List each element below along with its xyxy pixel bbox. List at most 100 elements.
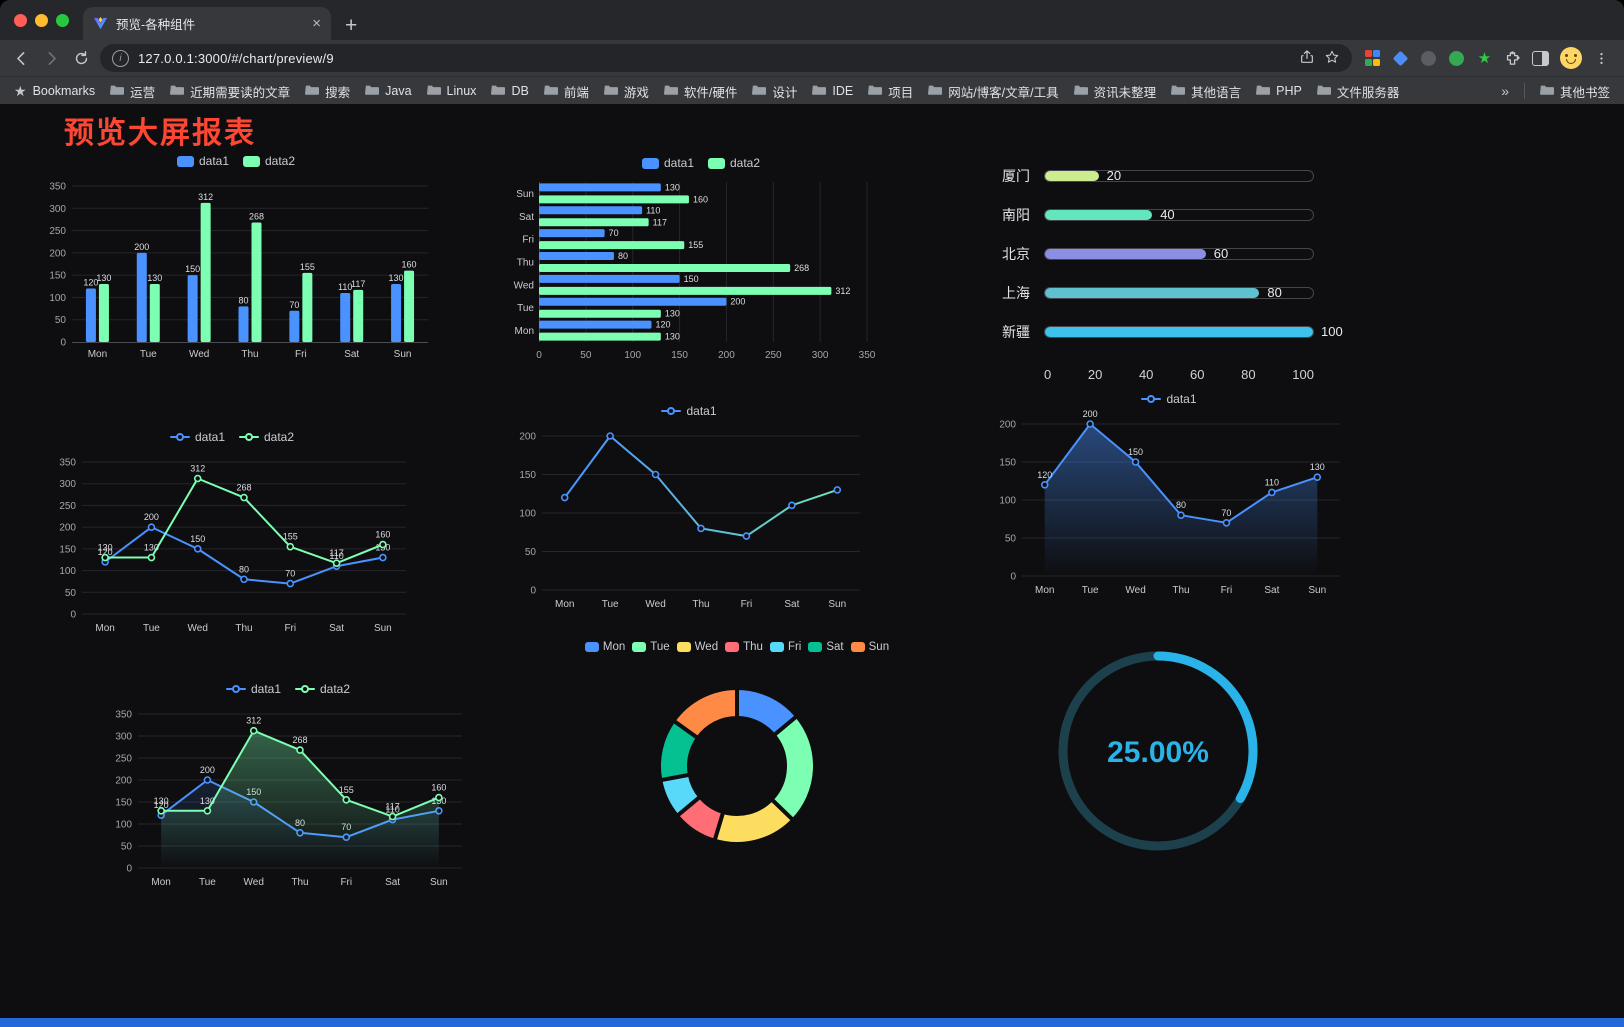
extensions-puzzle-icon[interactable] <box>1504 50 1521 67</box>
legend-item-data1[interactable]: data1 <box>225 682 281 696</box>
progress-label: 厦门 <box>1002 167 1030 184</box>
svg-text:70: 70 <box>285 569 295 579</box>
bookmark-folder-item[interactable]: PHP <box>1256 84 1302 98</box>
svg-text:300: 300 <box>49 204 66 215</box>
legend-item-data2[interactable]: data2 <box>239 430 294 444</box>
gradient-line-chart[interactable]: data1 0 50 100 150 200 Mon Tue Wed Thu Fri Sat Sun <box>506 400 872 612</box>
bookmark-folder-item[interactable]: 其他语言 <box>1171 82 1241 101</box>
legend-item-data1[interactable]: data1 <box>169 430 225 444</box>
minimize-window-button[interactable] <box>35 13 48 27</box>
bookmark-folder-item[interactable]: Linux <box>426 84 476 98</box>
profile-avatar[interactable] <box>1560 47 1582 69</box>
multi-line-chart[interactable]: data1 data2 0 50 100 150 200 250 300 350 Mon Tue Wed… <box>46 426 418 636</box>
window-controls <box>0 13 83 27</box>
legend-item-data2[interactable]: data2 <box>295 682 350 696</box>
legend-item-data1[interactable]: data1 <box>176 154 229 168</box>
side-panel-icon[interactable] <box>1532 50 1549 67</box>
legend-item-data1[interactable]: data1 <box>1141 392 1197 406</box>
extension-green-icon[interactable] <box>1448 50 1465 67</box>
bookmark-folder-item[interactable]: 网站/博客/文章/工具 <box>928 82 1059 101</box>
svg-text:150: 150 <box>185 264 200 274</box>
svg-text:155: 155 <box>339 785 354 795</box>
legend-item-Wed[interactable]: Wed <box>676 641 719 653</box>
forward-icon[interactable] <box>40 47 62 69</box>
progress-row: 新疆 100 <box>1002 312 1352 351</box>
legend-item-Sun[interactable]: Sun <box>850 641 889 653</box>
url-text[interactable]: 127.0.0.1:3000/#/chart/preview/9 <box>138 50 334 66</box>
progress-label: 南阳 <box>1002 206 1030 223</box>
svg-text:Sun: Sun <box>516 189 534 200</box>
svg-text:200: 200 <box>1083 410 1098 419</box>
bookmark-folder-item[interactable]: IDE <box>812 84 853 98</box>
other-bookmarks-item[interactable]: 其他书签 <box>1539 82 1610 101</box>
legend-label: Wed <box>694 641 719 653</box>
bookmark-folder-item[interactable]: DB <box>491 84 529 98</box>
bookmark-folder-item[interactable]: 软件/硬件 <box>663 82 738 101</box>
gauge-chart[interactable]: 25.00% <box>1040 634 1276 868</box>
legend-item-data1[interactable]: data1 <box>661 404 717 418</box>
progress-axis: 0 20 40 60 80 100 <box>1044 367 1314 382</box>
reload-icon[interactable] <box>70 47 92 69</box>
legend-item-data1[interactable]: data1 <box>641 156 694 170</box>
extension-diamond-icon[interactable] <box>1392 50 1409 67</box>
bookmark-folder-item[interactable]: 项目 <box>868 82 913 101</box>
bookmark-folder-item[interactable]: 近期需要读的文章 <box>170 82 290 101</box>
site-info-icon[interactable]: i <box>112 49 129 67</box>
svg-text:Fri: Fri <box>295 349 307 360</box>
legend-item-Fri[interactable]: Fri <box>769 641 801 653</box>
menu-kebab-icon[interactable] <box>1593 50 1610 67</box>
svg-text:350: 350 <box>49 182 66 193</box>
legend-item-data2[interactable]: data2 <box>243 154 295 168</box>
legend-item-Sat[interactable]: Sat <box>808 641 844 653</box>
legend-item-Thu[interactable]: Thu <box>725 641 763 653</box>
folder-icon <box>663 84 678 98</box>
bookmark-folder-item[interactable]: 运营 <box>110 82 155 101</box>
area-line-chart[interactable]: data1 0 50 100 150 200 Mon Tue Wed Thu Fri Sat Sun 12… <box>986 388 1352 598</box>
bookmark-folder-label: 网站/博客/文章/工具 <box>948 85 1059 100</box>
new-tab-button[interactable]: + <box>345 14 358 37</box>
maximize-window-button[interactable] <box>56 13 69 27</box>
legend-label: data1 <box>198 154 229 168</box>
svg-text:Thu: Thu <box>241 349 258 360</box>
progress-value: 60 <box>1213 245 1229 261</box>
grouped-bar-chart[interactable]: data1 data2 0 50 100 150 200 250 300 350 Mon Tue Wed… <box>36 150 436 362</box>
svg-text:Tue: Tue <box>140 349 157 360</box>
bookmark-folder-item[interactable]: 搜索 <box>305 82 350 101</box>
folder-icon <box>1256 84 1271 98</box>
legend-item-Mon[interactable]: Mon <box>584 641 625 653</box>
bookmarks-overflow-chevron[interactable]: » <box>1501 83 1509 99</box>
svg-text:268: 268 <box>794 263 809 273</box>
svg-text:80: 80 <box>1176 500 1186 510</box>
donut-chart[interactable]: Mon Tue Wed Thu Fri Sat Sun <box>556 636 918 870</box>
bookmark-folder-label: 软件/硬件 <box>683 85 738 100</box>
horizontal-bar-chart[interactable]: data1 data2 0 50 100 150 200 250 300 350 Sun 130 160… <box>505 152 897 364</box>
close-window-button[interactable] <box>14 13 27 27</box>
bookmark-folder-item[interactable]: 前端 <box>543 82 589 101</box>
share-icon[interactable] <box>1299 49 1315 68</box>
folder-icon <box>491 84 506 98</box>
folder-icon <box>365 84 380 98</box>
address-bar[interactable]: i 127.0.0.1:3000/#/chart/preview/9 <box>100 44 1352 72</box>
bookmarks-root-item[interactable]: ★ Bookmarks <box>14 84 95 98</box>
svg-text:Sat: Sat <box>519 212 534 223</box>
back-icon[interactable] <box>10 47 32 69</box>
progress-bar-chart[interactable]: 厦门 20 南阳 40 北京 60 上海 80 新疆 100 0 20 40 60 80 100 <box>1002 156 1352 384</box>
browser-tab[interactable]: 预览-各种组件 × <box>83 7 331 40</box>
legend-label: Sat <box>826 641 844 653</box>
legend-item-data2[interactable]: data2 <box>708 156 760 170</box>
legend-item-Tue[interactable]: Tue <box>632 641 670 653</box>
extension-grid-icon[interactable] <box>1364 50 1381 67</box>
svg-text:50: 50 <box>121 842 133 853</box>
bookmark-star-icon[interactable] <box>1324 49 1340 68</box>
tab-close-icon[interactable]: × <box>312 15 321 32</box>
extension-circle-icon[interactable] <box>1420 50 1437 67</box>
extension-star-icon[interactable]: ★ <box>1477 49 1492 67</box>
svg-text:70: 70 <box>289 300 299 310</box>
bookmark-folder-item[interactable]: 游戏 <box>603 82 649 101</box>
bookmark-folder-item[interactable]: 文件服务器 <box>1316 82 1399 101</box>
bookmark-folder-item[interactable]: 资讯未整理 <box>1073 82 1156 101</box>
area-multi-line-chart[interactable]: data1 data2 0 50 100 150 200 250 300 350 Mon Tue Wed… <box>102 678 474 890</box>
svg-text:Fri: Fri <box>522 235 534 246</box>
bookmark-folder-item[interactable]: Java <box>365 84 412 98</box>
bookmark-folder-item[interactable]: 设计 <box>752 82 797 101</box>
